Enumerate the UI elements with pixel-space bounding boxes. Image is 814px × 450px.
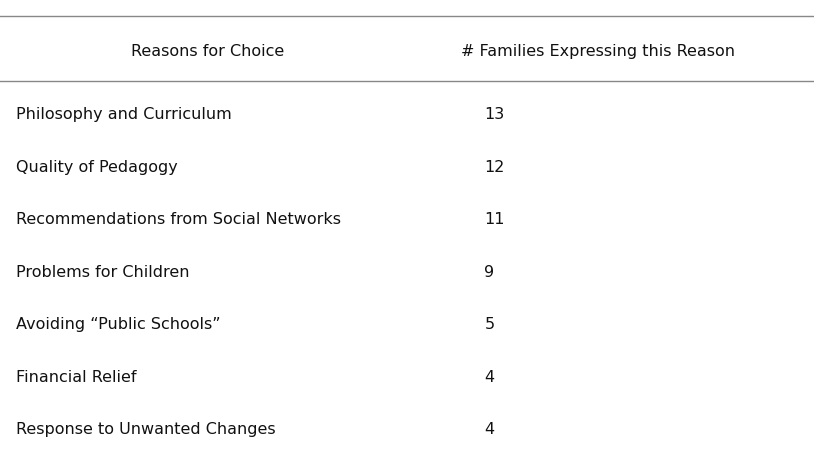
Text: Response to Unwanted Changes: Response to Unwanted Changes <box>16 422 276 437</box>
Text: 9: 9 <box>484 265 494 280</box>
Text: 5: 5 <box>484 317 494 332</box>
Text: 13: 13 <box>484 107 505 122</box>
Text: Reasons for Choice: Reasons for Choice <box>131 44 284 59</box>
Text: Financial Relief: Financial Relief <box>16 370 137 385</box>
Text: Avoiding “Public Schools”: Avoiding “Public Schools” <box>16 317 221 332</box>
Text: # Families Expressing this Reason: # Families Expressing this Reason <box>462 44 735 59</box>
Text: Philosophy and Curriculum: Philosophy and Curriculum <box>16 107 232 122</box>
Text: 4: 4 <box>484 422 494 437</box>
Text: 12: 12 <box>484 160 505 175</box>
Text: 4: 4 <box>484 370 494 385</box>
Text: Problems for Children: Problems for Children <box>16 265 190 280</box>
Text: Quality of Pedagogy: Quality of Pedagogy <box>16 160 178 175</box>
Text: 11: 11 <box>484 212 505 227</box>
Text: Recommendations from Social Networks: Recommendations from Social Networks <box>16 212 341 227</box>
